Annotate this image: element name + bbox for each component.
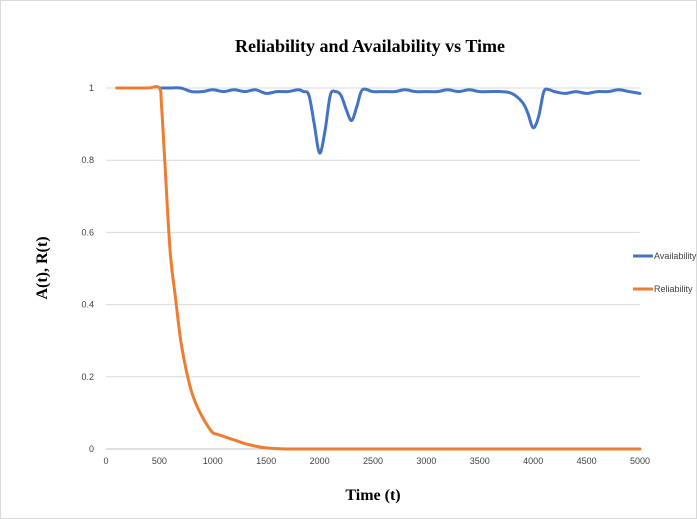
gridlines	[106, 87, 640, 378]
x-tick-label: 3000	[416, 456, 436, 466]
series-lines	[115, 85, 642, 451]
legend-label-reliability: Reliability	[654, 284, 693, 294]
y-tick-label: 0.2	[81, 372, 94, 382]
x-tick-label: 1500	[256, 456, 276, 466]
x-tick-label: 0	[103, 456, 108, 466]
x-tick-label: 3500	[470, 456, 490, 466]
tick-labels: 0 0.2 0.4 0.6 0.8 1 0 500 1000 1500 2000 2500 3000 35…	[81, 83, 650, 466]
x-tick-label: 2000	[310, 456, 330, 466]
series-line-reliability	[115, 85, 642, 451]
chart-title: Reliability and Availability vs Time	[235, 36, 505, 56]
x-tick-label: 5000	[630, 456, 650, 466]
x-tick-label: 1000	[203, 456, 223, 466]
y-tick-label: 0	[89, 444, 94, 454]
y-tick-label: 0.6	[81, 227, 94, 237]
y-tick-label: 1	[89, 83, 94, 93]
x-tick-label: 2500	[363, 456, 383, 466]
y-tick-label: 0.8	[81, 155, 94, 165]
x-axis-title: Time (t)	[345, 487, 400, 504]
x-tick-label: 4500	[577, 456, 597, 466]
x-tick-label: 4000	[523, 456, 543, 466]
legend-label-availability: Availability	[654, 251, 697, 261]
y-axis-title: A(t), R(t)	[34, 236, 51, 299]
y-tick-label: 0.4	[81, 300, 94, 310]
legend: Availability Reliability	[633, 251, 697, 294]
series-line-availability	[157, 86, 642, 155]
x-tick-label: 500	[152, 456, 167, 466]
